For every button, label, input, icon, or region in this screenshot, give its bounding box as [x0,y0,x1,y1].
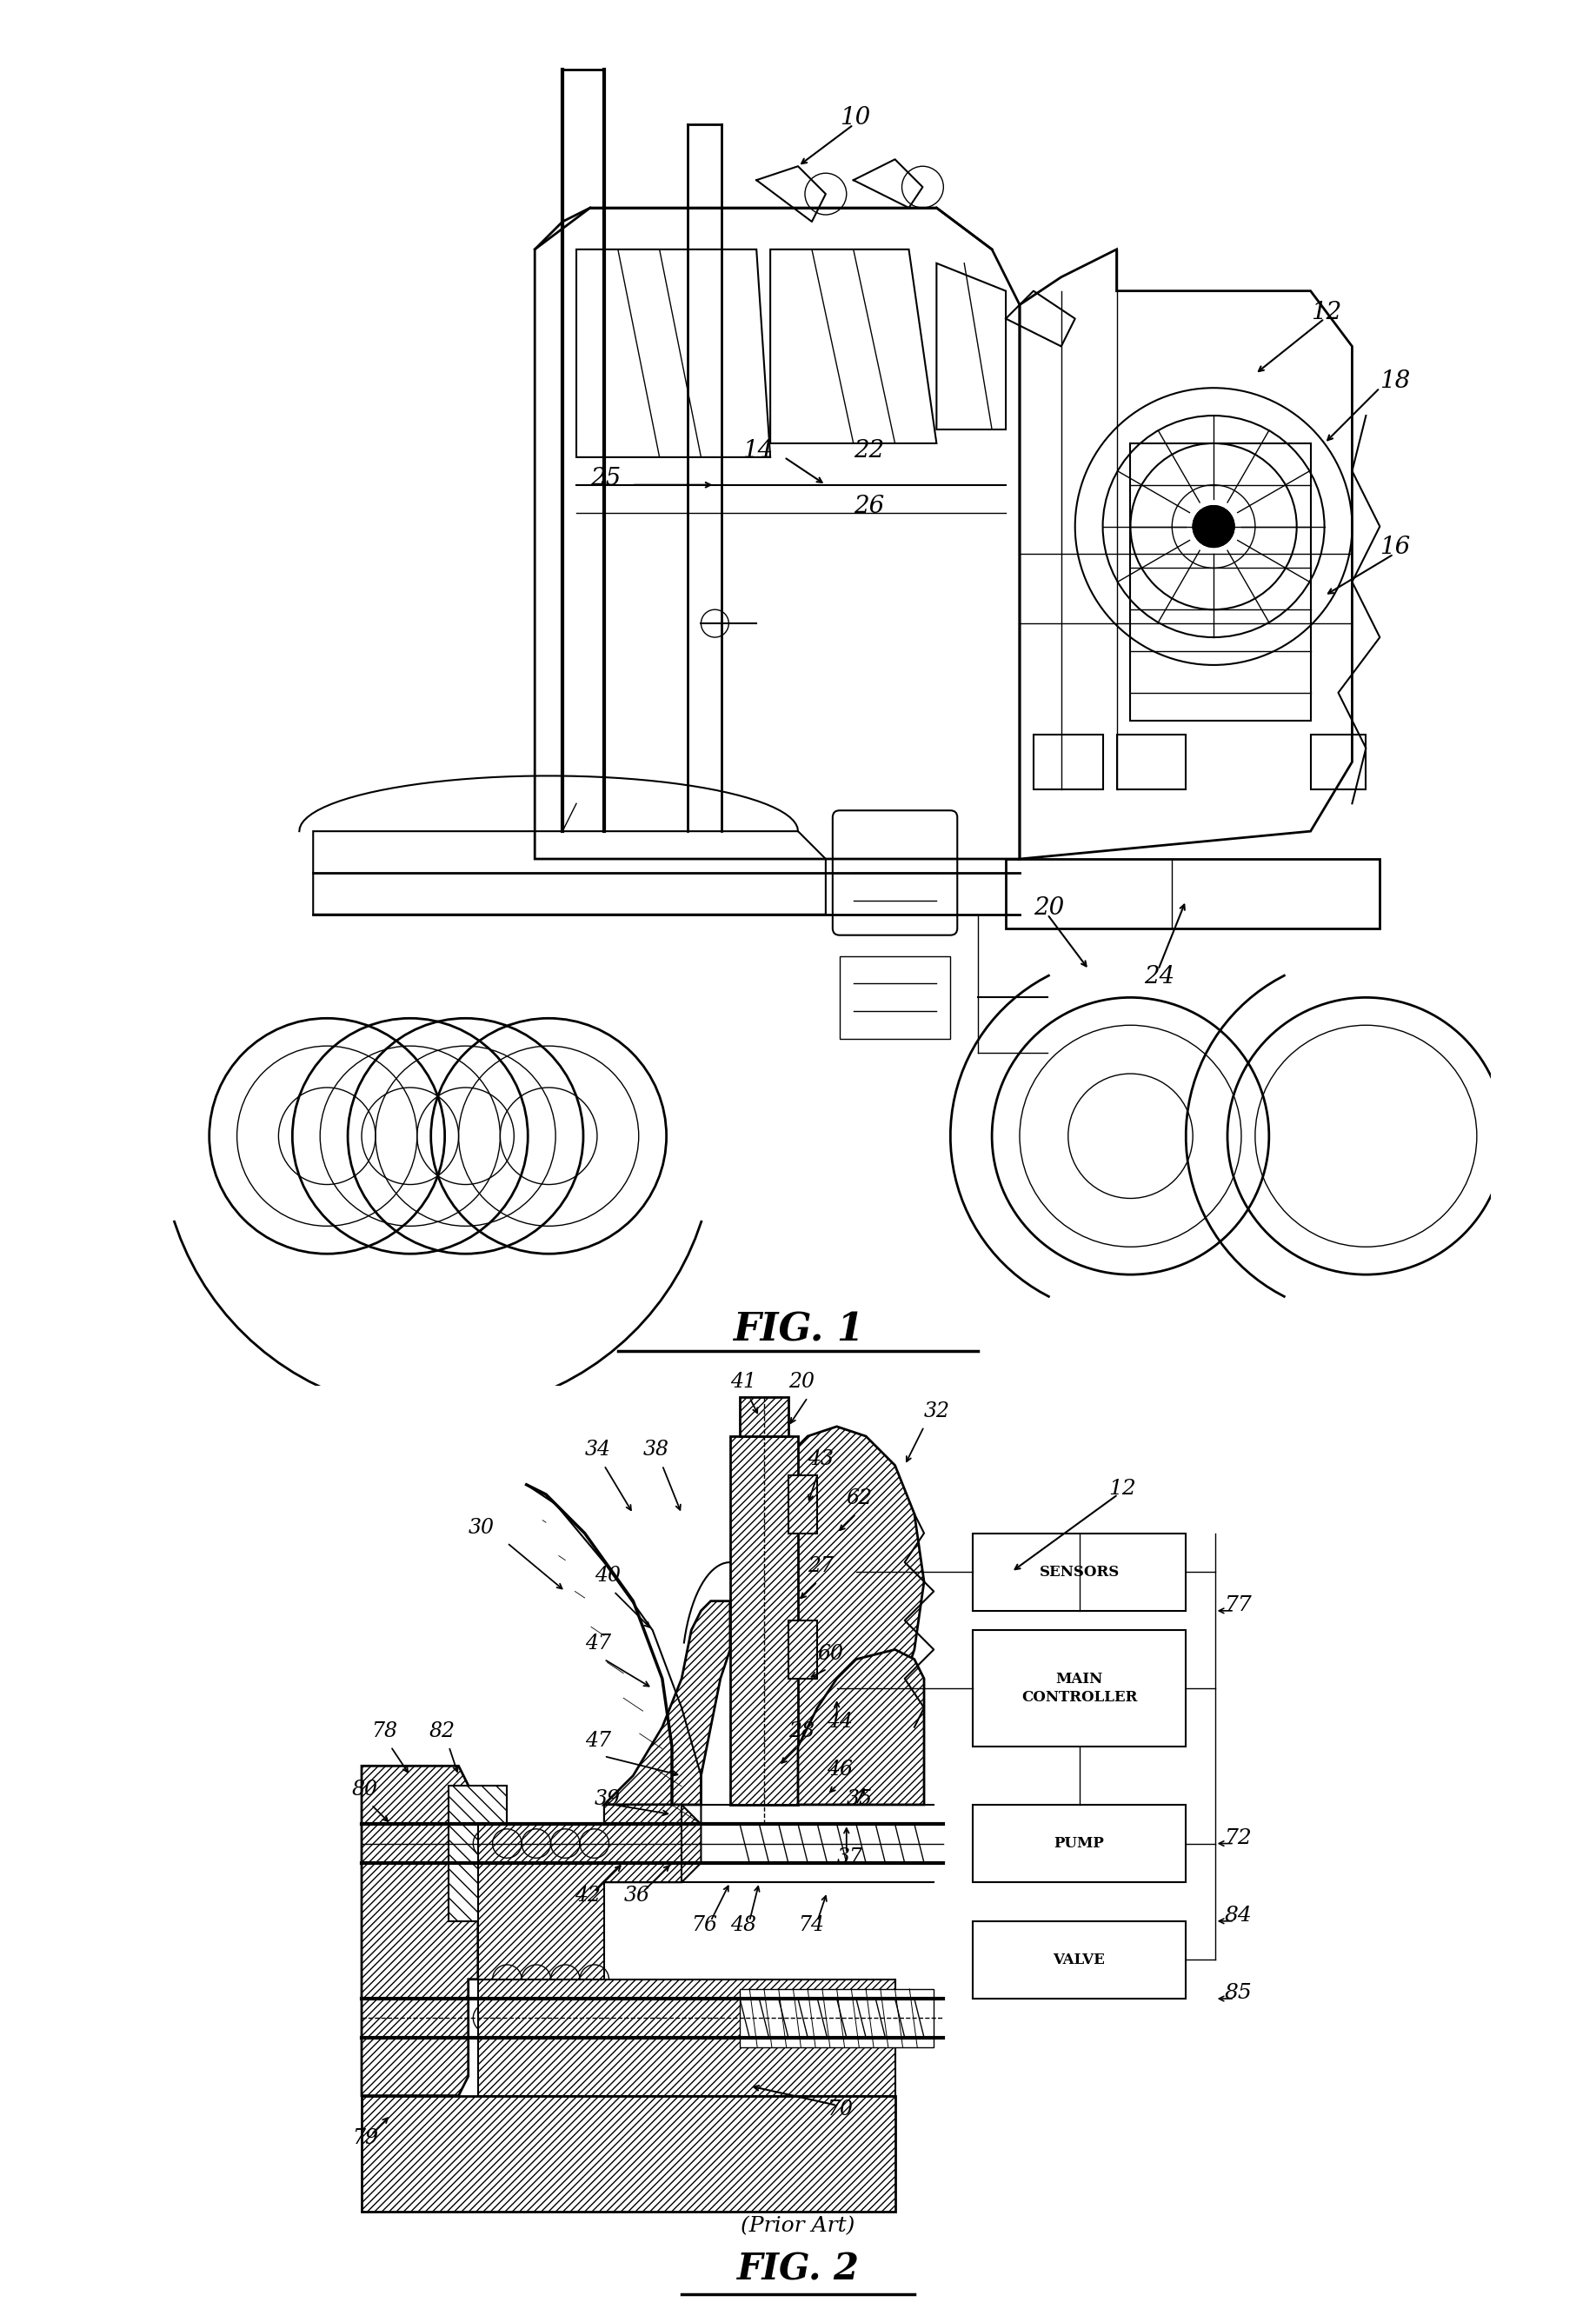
Text: 38: 38 [643,1441,669,1459]
Bar [788,1475,817,1533]
Text: 41: 41 [729,1372,757,1392]
Text: 77: 77 [1224,1596,1253,1614]
Text: 10: 10 [839,106,870,129]
Text: VALVE: VALVE [1053,1953,1106,1967]
Text: 12: 12 [1108,1478,1136,1499]
Text: 18: 18 [1381,369,1411,393]
Text: 12: 12 [1310,300,1341,323]
Polygon shape [603,1806,701,1882]
Bar [1034,734,1103,790]
Bar [788,1621,817,1679]
Polygon shape [362,2097,895,2212]
Text: 36: 36 [624,1886,650,1905]
Text: 43: 43 [808,1450,833,1469]
Text: 82: 82 [429,1720,455,1741]
Text: 79: 79 [353,2129,378,2147]
Text: SENSORS: SENSORS [1039,1566,1119,1579]
Text: FIG. 2: FIG. 2 [737,2251,859,2288]
Text: 40: 40 [594,1566,621,1586]
Polygon shape [603,1600,729,1806]
Text: 44: 44 [827,1711,854,1732]
Text: 16: 16 [1381,536,1411,559]
Text: 14: 14 [742,439,772,462]
Text: PUMP: PUMP [1053,1836,1104,1852]
Text: 60: 60 [817,1644,843,1662]
Text: MAIN
CONTROLLER: MAIN CONTROLLER [1021,1672,1138,1704]
Text: 22: 22 [854,439,884,462]
Text: 74: 74 [798,1914,824,1935]
Polygon shape [798,1649,924,1806]
Text: 47: 47 [584,1732,611,1750]
Text: 39: 39 [594,1789,621,1808]
Bar [972,1533,1186,1612]
Bar [1310,734,1366,790]
Text: 85: 85 [1224,1983,1253,2002]
Bar [729,1436,798,1806]
Bar [972,1806,1186,1882]
Text: 48: 48 [729,1914,757,1935]
Polygon shape [788,1427,924,1785]
Bar [1117,734,1186,790]
Bar [972,1921,1186,2000]
Bar [448,1785,508,1921]
Text: 26: 26 [854,494,884,517]
Bar [1130,443,1310,720]
Text: 70: 70 [827,2099,854,2120]
Bar [972,1630,1186,1746]
Polygon shape [477,2037,895,2097]
Text: 84: 84 [1224,1905,1253,1926]
Text: 30: 30 [468,1517,495,1538]
Text: 72: 72 [1224,1829,1253,1847]
Text: 78: 78 [372,1720,397,1741]
Bar [741,1397,788,1436]
Text: 34: 34 [584,1441,611,1459]
Text: 20: 20 [788,1372,814,1392]
Text: 27: 27 [808,1556,833,1577]
Text: 20: 20 [1034,896,1065,919]
Text: 37: 37 [836,1847,863,1868]
Circle shape [1192,506,1234,547]
Polygon shape [477,1979,895,2037]
Text: 80: 80 [353,1780,378,1799]
Bar [741,1988,934,2048]
Text: 47: 47 [584,1635,611,1653]
Polygon shape [477,1806,681,1979]
Text: 28: 28 [788,1720,814,1741]
Text: 62: 62 [846,1489,873,1508]
Bar [839,956,950,1039]
Text: (Prior Art): (Prior Art) [741,2217,855,2235]
Text: 46: 46 [827,1759,854,1780]
Text: 24: 24 [1144,965,1175,988]
Text: 32: 32 [924,1402,950,1420]
Text: 42: 42 [575,1886,602,1905]
Text: 35: 35 [846,1789,873,1808]
Text: FIG. 1: FIG. 1 [733,1312,863,1348]
Text: 76: 76 [691,1914,718,1935]
Polygon shape [362,1766,477,2097]
Text: 25: 25 [591,466,621,490]
